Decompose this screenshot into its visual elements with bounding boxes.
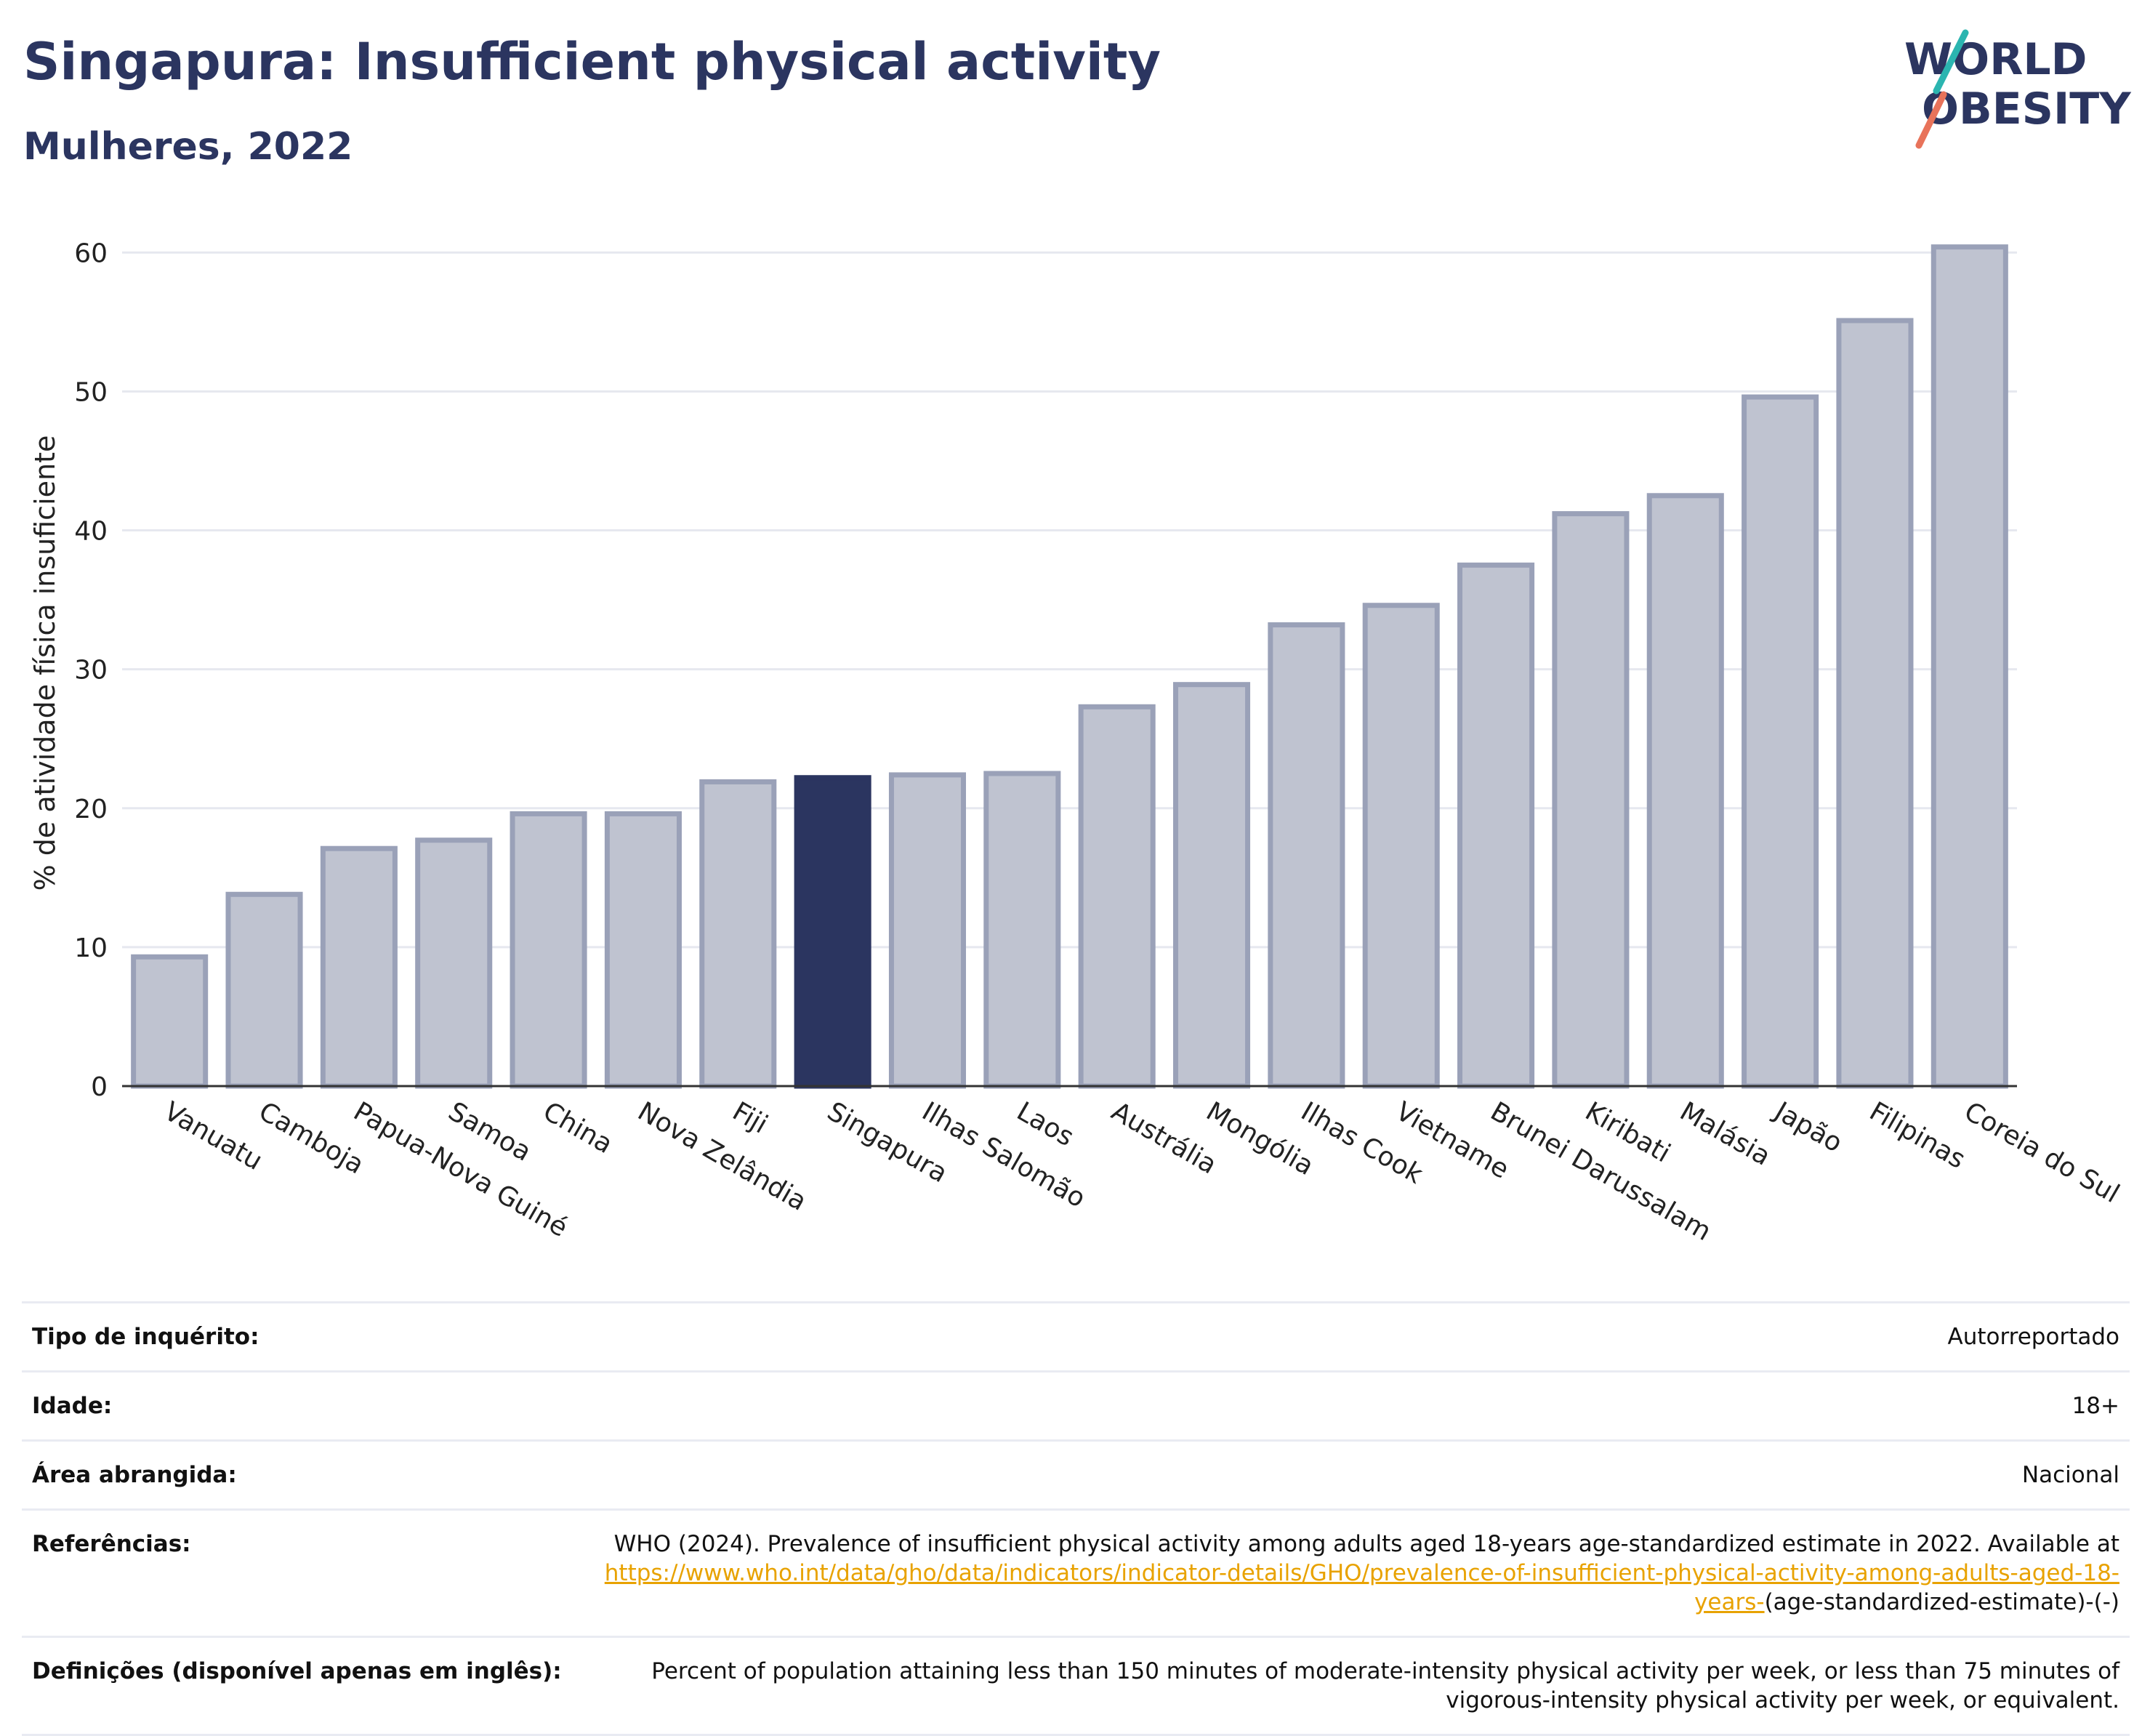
x-tick-label: Vanuatu	[159, 1096, 267, 1176]
y-tick-label: 0	[91, 1072, 108, 1102]
info-label: Referências:	[22, 1508, 572, 1638]
bar-coreia-do-sul	[1930, 244, 2008, 1089]
bar-vietname	[1362, 603, 1440, 1089]
info-value: 18+	[571, 1370, 2130, 1442]
x-tick-label: Camboja	[254, 1096, 369, 1180]
x-tick-label: China	[538, 1096, 618, 1160]
y-tick-label: 30	[74, 656, 108, 686]
info-label: Tipo de inquérito:	[22, 1301, 572, 1373]
info-row-area: Área abrangida: Nacional	[22, 1439, 2130, 1511]
info-table: Tipo de inquérito: Autorreportado Idade:…	[22, 1301, 2130, 1736]
bar-kiribati	[1552, 511, 1630, 1089]
y-tick-label: 40	[74, 517, 108, 547]
x-tick-label: Nova Zelândia	[632, 1096, 811, 1217]
bar-austr-lia	[1078, 704, 1156, 1089]
info-label: Área abrangida:	[22, 1439, 572, 1511]
info-row-definitions: Definições (disponível apenas em inglês)…	[22, 1636, 2130, 1736]
page-subtitle: Mulheres, 2022	[23, 125, 353, 169]
y-axis-title: % de atividade física insuficiente	[29, 435, 61, 891]
bar-camboja	[225, 891, 303, 1089]
y-tick-label: 20	[74, 795, 108, 824]
bar-fiji	[699, 779, 777, 1089]
bar-mong-lia	[1172, 682, 1251, 1089]
logo-line2: OBESITY	[1922, 84, 2132, 134]
x-tick-label: Malásia	[1675, 1096, 1775, 1172]
bar-jap-o	[1742, 394, 1819, 1089]
logo-line1: WORLD	[1904, 34, 2087, 85]
x-tick-label: Fiji	[728, 1096, 773, 1140]
info-row-age: Idade: 18+	[22, 1370, 2130, 1442]
info-value: Nacional	[571, 1439, 2130, 1511]
x-tick-label: Japão	[1768, 1096, 1848, 1158]
world-obesity-logo: WORLD OBESITY	[1904, 29, 2132, 149]
x-tick-label: Mongólia	[1201, 1096, 1319, 1181]
y-axis-ticks: 0 10 20 30 40 50 60	[74, 238, 108, 1102]
bar-laos	[983, 771, 1061, 1089]
x-tick-label: Laos	[1012, 1096, 1079, 1152]
info-value: Autorreportado	[571, 1301, 2130, 1373]
y-tick-label: 60	[74, 238, 108, 268]
info-label: Definições (disponível apenas em inglês)…	[22, 1636, 572, 1736]
bar-filipinas	[1836, 318, 1914, 1089]
bars	[131, 244, 2008, 1089]
y-tick-label: 10	[74, 933, 108, 963]
bar-mal-sia	[1646, 493, 1724, 1089]
info-value: WHO (2024). Prevalence of insufficient p…	[571, 1508, 2130, 1638]
reference-suffix: (age-standardized-estimate)-(-)	[1764, 1589, 2119, 1615]
bar-ilhas-cook	[1268, 622, 1345, 1089]
y-tick-label: 50	[74, 377, 108, 407]
bar-papua-nova-guin-	[320, 845, 398, 1089]
reference-text: WHO (2024). Prevalence of insufficient p…	[613, 1531, 2119, 1557]
x-tick-label: Coreia do Sul	[1959, 1096, 2124, 1209]
info-row-survey-type: Tipo de inquérito: Autorreportado	[22, 1301, 2130, 1373]
info-value: Percent of population attaining less tha…	[571, 1636, 2130, 1736]
bar-nova-zel-ndia	[604, 811, 682, 1089]
reference-link[interactable]: https://www.who.int/data/gho/data/indica…	[604, 1560, 2119, 1615]
logo-slash-teal	[1933, 29, 1969, 95]
bar-singapura	[794, 775, 871, 1089]
bar-ilhas-salom-o	[888, 772, 967, 1089]
x-tick-label: Filipinas	[1864, 1096, 1970, 1175]
gridlines	[122, 251, 2017, 949]
info-row-references: Referências: WHO (2024). Prevalence of i…	[22, 1508, 2130, 1638]
bar-vanuatu	[131, 954, 209, 1089]
page-title: Singapura: Insufficient physical activit…	[23, 32, 1161, 92]
bar-samoa	[415, 837, 493, 1089]
info-label: Idade:	[22, 1370, 572, 1442]
bar-brunei-darussalam	[1457, 562, 1535, 1089]
logo-slash-red	[1915, 91, 1947, 149]
x-tick-label: Austrália	[1106, 1096, 1221, 1180]
x-tick-label: Ilhas Salomão	[917, 1096, 1090, 1213]
bar-china	[510, 811, 587, 1089]
